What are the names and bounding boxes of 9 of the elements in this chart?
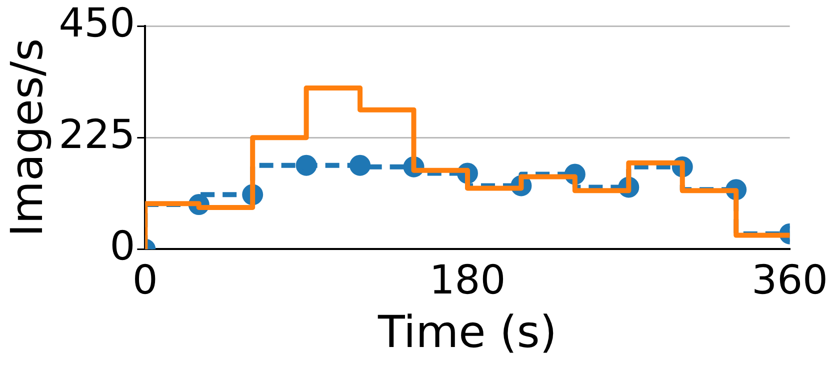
x-axis-title: Time (s)	[377, 307, 557, 358]
point	[350, 154, 371, 176]
y-tick-label: 0	[110, 224, 136, 270]
point	[296, 154, 317, 176]
y-tick-label: 450	[58, 0, 136, 46]
y-tick-label: 225	[58, 112, 136, 158]
x-tick-label: 180	[429, 258, 506, 304]
x-tick-label: 360	[752, 258, 828, 304]
y-axis-title: Images/s	[2, 38, 53, 237]
